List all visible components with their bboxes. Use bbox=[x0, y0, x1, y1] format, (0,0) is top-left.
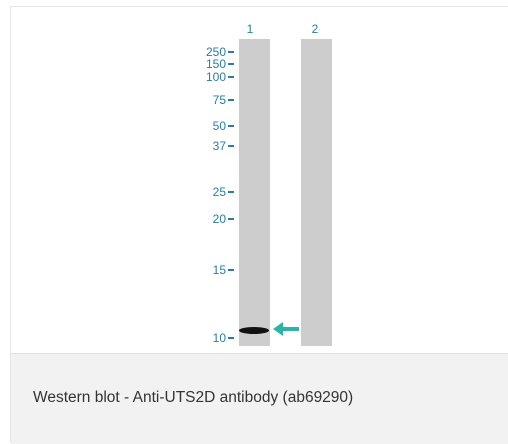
marker-75: 75 bbox=[213, 94, 234, 106]
marker-15: 15 bbox=[213, 264, 234, 276]
marker-150: 150 bbox=[206, 58, 234, 70]
marker-250: 250 bbox=[206, 46, 234, 58]
lane-1 bbox=[239, 39, 270, 346]
caption-bar: Western blot - Anti-UTS2D antibody (ab69… bbox=[11, 353, 508, 444]
marker-20: 20 bbox=[213, 213, 234, 225]
marker-50: 50 bbox=[213, 120, 234, 132]
lane-number-1: 1 bbox=[246, 22, 254, 36]
lane-number-2: 2 bbox=[311, 22, 319, 36]
image-card: 1 2 250 150 100 75 50 37 25 20 15 10 Wes… bbox=[10, 6, 508, 444]
lane-2 bbox=[301, 39, 332, 346]
marker-100: 100 bbox=[206, 71, 234, 83]
marker-37: 37 bbox=[213, 140, 234, 152]
figure-caption: Western blot - Anti-UTS2D antibody (ab69… bbox=[33, 389, 354, 406]
western-blot-figure[interactable]: 1 2 250 150 100 75 50 37 25 20 15 10 bbox=[11, 7, 508, 353]
protein-band bbox=[239, 327, 269, 334]
marker-25: 25 bbox=[213, 186, 234, 198]
molecular-weight-markers: 250 150 100 75 50 37 25 20 15 10 bbox=[11, 7, 234, 353]
band-arrow-icon bbox=[273, 322, 299, 336]
marker-10: 10 bbox=[213, 332, 234, 344]
